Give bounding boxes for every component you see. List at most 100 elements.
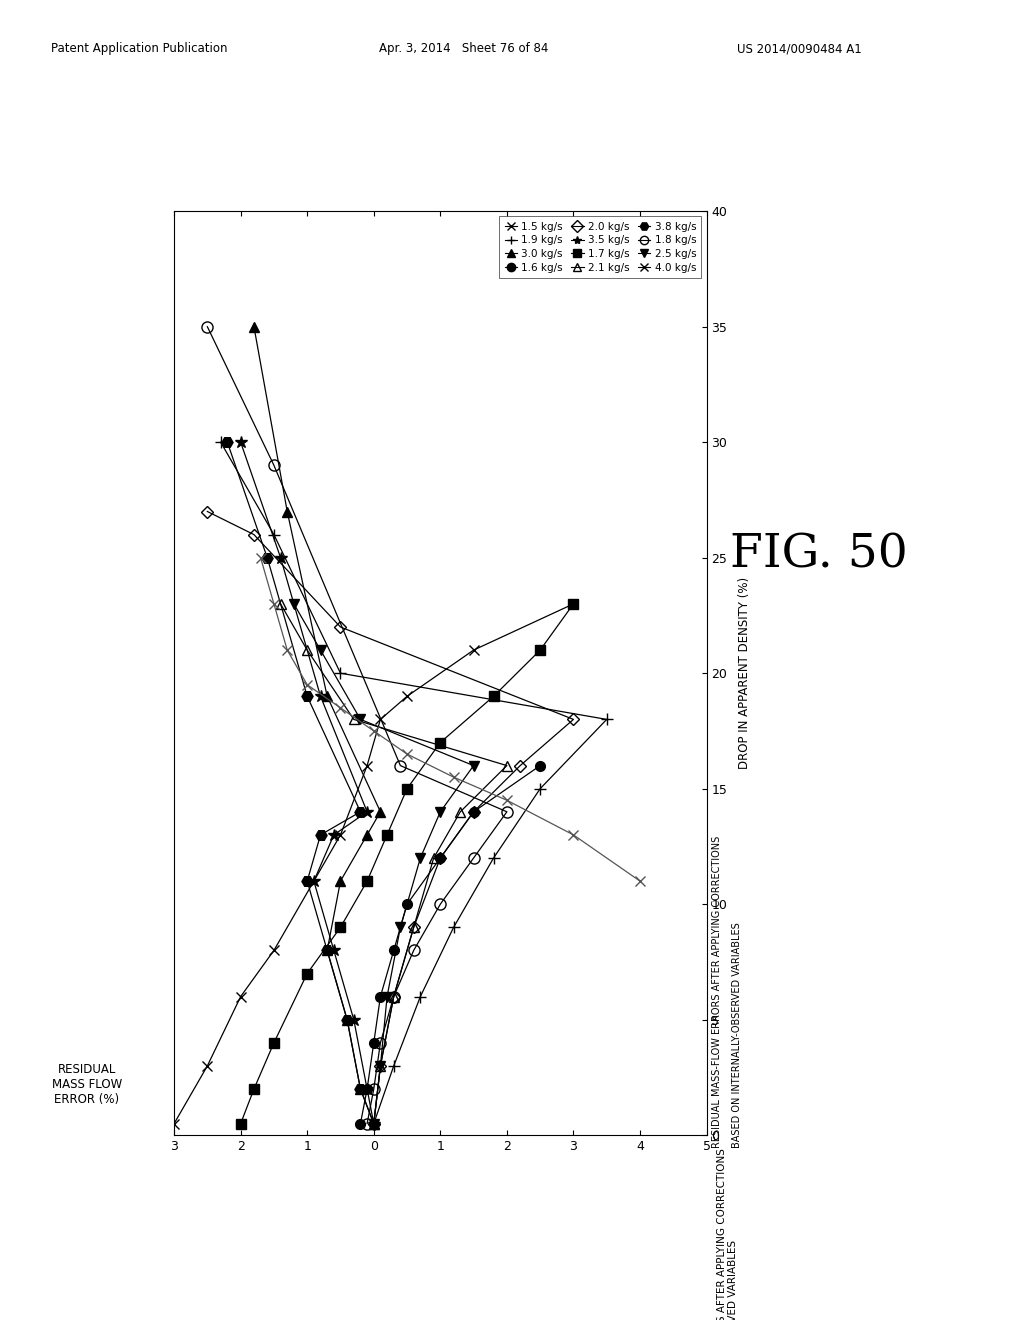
1.7 kg/s <box>535 642 547 657</box>
Line: 3.5 kg/s: 3.5 kg/s <box>234 436 380 1130</box>
1.5 kg/s <box>375 711 387 727</box>
1.5 kg/s <box>168 1115 180 1131</box>
Line: 2.0 kg/s: 2.0 kg/s <box>203 507 578 1127</box>
1.7 kg/s <box>248 1081 260 1097</box>
3.0 kg/s <box>322 942 334 958</box>
1.5 kg/s <box>234 989 247 1005</box>
2.0 kg/s <box>248 527 260 543</box>
1.7 kg/s <box>567 595 580 611</box>
1.9 kg/s <box>535 781 547 797</box>
4.0 kg/s <box>634 874 646 890</box>
1.7 kg/s <box>334 919 346 935</box>
1.9 kg/s <box>368 1115 380 1131</box>
4.0 kg/s <box>267 595 280 611</box>
2.1 kg/s <box>301 642 313 657</box>
2.5 kg/s <box>314 642 327 657</box>
3.0 kg/s <box>322 689 334 705</box>
3.5 kg/s <box>314 689 327 705</box>
2.0 kg/s <box>201 503 213 519</box>
Text: US 2014/0090484 A1: US 2014/0090484 A1 <box>737 42 862 55</box>
3.8 kg/s <box>221 434 233 450</box>
1.7 kg/s <box>267 1035 280 1051</box>
3.8 kg/s <box>322 942 334 958</box>
1.7 kg/s <box>360 874 373 890</box>
1.7 kg/s <box>234 1115 247 1131</box>
3.8 kg/s <box>301 689 313 705</box>
4.0 kg/s <box>567 826 580 843</box>
2.0 kg/s <box>567 711 580 727</box>
Line: 3.0 kg/s: 3.0 kg/s <box>249 322 385 1129</box>
1.6 kg/s <box>375 989 387 1005</box>
Line: 1.8 kg/s: 1.8 kg/s <box>202 321 512 1129</box>
1.8 kg/s <box>201 319 213 335</box>
Text: Patent Application Publication: Patent Application Publication <box>51 42 227 55</box>
1.9 kg/s <box>447 919 460 935</box>
3.0 kg/s <box>334 874 346 890</box>
1.8 kg/s <box>501 804 513 820</box>
Text: RESIDUAL
MASS FLOW
ERROR (%): RESIDUAL MASS FLOW ERROR (%) <box>52 1063 122 1106</box>
3.0 kg/s <box>341 1011 353 1027</box>
Text: RESIDUAL MASS-FLOW ERRORS AFTER APPLYING CORRECTIONS
BASED ON INTERNALLY-OBSERVE: RESIDUAL MASS-FLOW ERRORS AFTER APPLYING… <box>717 1148 738 1320</box>
1.6 kg/s <box>360 1081 373 1097</box>
3.8 kg/s <box>354 1081 367 1097</box>
2.0 kg/s <box>387 989 399 1005</box>
1.5 kg/s <box>267 942 280 958</box>
1.9 kg/s <box>487 850 500 866</box>
2.5 kg/s <box>434 804 446 820</box>
2.0 kg/s <box>434 850 446 866</box>
2.1 kg/s <box>375 1059 387 1074</box>
1.6 kg/s <box>368 1035 380 1051</box>
1.6 kg/s <box>354 1115 367 1131</box>
2.0 kg/s <box>514 758 526 774</box>
1.8 kg/s <box>394 758 407 774</box>
1.9 kg/s <box>334 665 346 681</box>
1.9 kg/s <box>414 989 426 1005</box>
1.7 kg/s <box>487 689 500 705</box>
4.0 kg/s <box>254 549 266 565</box>
Line: 2.1 kg/s: 2.1 kg/s <box>275 599 512 1129</box>
1.6 kg/s <box>400 896 413 912</box>
Line: 1.7 kg/s: 1.7 kg/s <box>236 599 579 1129</box>
1.7 kg/s <box>381 826 393 843</box>
3.0 kg/s <box>354 1081 367 1097</box>
3.5 kg/s <box>328 826 340 843</box>
2.1 kg/s <box>347 711 360 727</box>
3.5 kg/s <box>360 804 373 820</box>
2.1 kg/s <box>501 758 513 774</box>
1.8 kg/s <box>434 896 446 912</box>
2.1 kg/s <box>368 1115 380 1131</box>
4.0 kg/s <box>334 700 346 715</box>
3.5 kg/s <box>347 1011 360 1027</box>
3.8 kg/s <box>314 826 327 843</box>
3.8 kg/s <box>261 549 273 565</box>
2.5 kg/s <box>467 758 479 774</box>
1.6 kg/s <box>434 850 446 866</box>
1.9 kg/s <box>267 527 280 543</box>
1.8 kg/s <box>387 989 399 1005</box>
1.8 kg/s <box>467 850 479 866</box>
2.1 kg/s <box>408 919 420 935</box>
Legend: 1.5 kg/s, 1.9 kg/s, 3.0 kg/s, 1.6 kg/s, 2.0 kg/s, 3.5 kg/s, 1.7 kg/s, 2.1 kg/s, : 1.5 kg/s, 1.9 kg/s, 3.0 kg/s, 1.6 kg/s, … <box>500 216 701 277</box>
1.8 kg/s <box>368 1081 380 1097</box>
1.9 kg/s <box>215 434 227 450</box>
4.0 kg/s <box>301 677 313 693</box>
3.5 kg/s <box>368 1115 380 1131</box>
2.1 kg/s <box>274 595 287 611</box>
3.5 kg/s <box>328 942 340 958</box>
3.8 kg/s <box>341 1011 353 1027</box>
4.0 kg/s <box>400 746 413 762</box>
1.5 kg/s <box>467 642 479 657</box>
2.1 kg/s <box>455 804 467 820</box>
Text: Apr. 3, 2014   Sheet 76 of 84: Apr. 3, 2014 Sheet 76 of 84 <box>379 42 548 55</box>
2.5 kg/s <box>368 1115 380 1131</box>
Line: 1.6 kg/s: 1.6 kg/s <box>355 760 545 1129</box>
3.0 kg/s <box>375 804 387 820</box>
Line: 1.9 kg/s: 1.9 kg/s <box>214 436 613 1130</box>
3.0 kg/s <box>360 826 373 843</box>
1.6 kg/s <box>387 942 399 958</box>
1.5 kg/s <box>567 595 580 611</box>
3.8 kg/s <box>301 874 313 890</box>
1.8 kg/s <box>267 457 280 473</box>
2.0 kg/s <box>408 919 420 935</box>
1.6 kg/s <box>535 758 547 774</box>
